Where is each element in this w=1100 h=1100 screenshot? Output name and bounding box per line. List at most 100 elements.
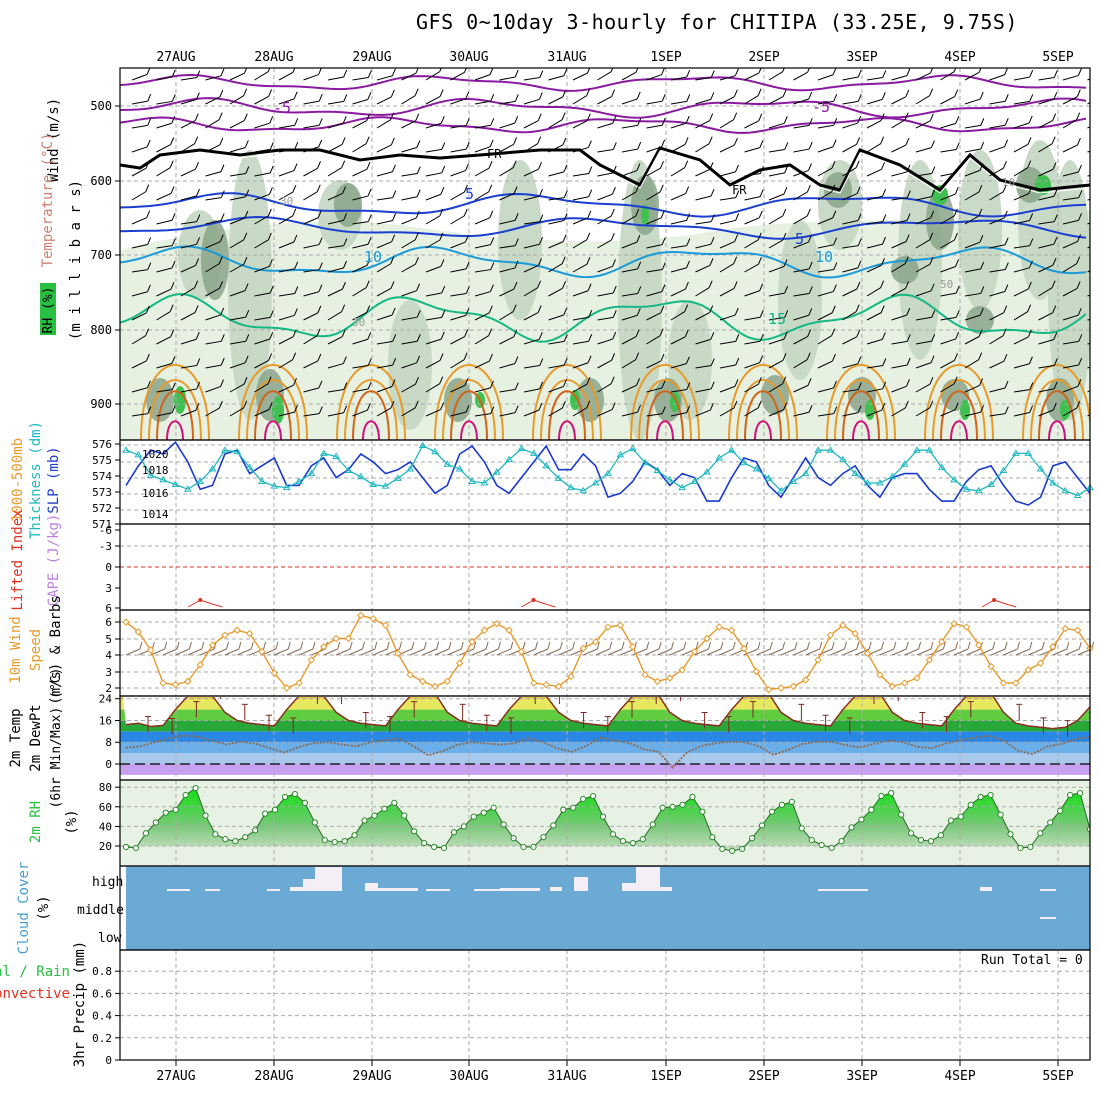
wind-barb-flag — [488, 353, 493, 362]
wind-barb — [548, 75, 565, 81]
wind-barb-flag — [513, 281, 518, 290]
wind-barb-flag — [392, 334, 397, 342]
wind-barb-flag — [367, 188, 372, 197]
wind-barb-flag — [561, 400, 566, 409]
wind-speed-point — [208, 641, 217, 649]
cloud-high-bar — [660, 887, 672, 891]
wind-barb — [866, 143, 881, 153]
wind-barb — [866, 243, 883, 249]
wind-barb-flag — [1041, 641, 1045, 650]
wind-barb-flag — [783, 402, 788, 410]
wind-barb — [989, 124, 1006, 129]
wind-barb — [719, 75, 736, 81]
tick-label: 900 — [90, 397, 112, 411]
wind-barb-flag — [464, 378, 469, 386]
contour-minus5b — [120, 116, 1087, 134]
wind-barb — [891, 263, 906, 273]
wind-barb — [597, 316, 614, 321]
wind-barb — [261, 648, 277, 656]
wind-barb — [964, 268, 981, 273]
thickness-point — [270, 482, 279, 489]
wind-barb — [450, 241, 466, 249]
contour-surface — [558, 420, 576, 440]
wind-barb-flag — [514, 115, 519, 124]
contour-surface — [148, 379, 202, 440]
wind-barb-flag — [343, 213, 348, 221]
wind-speed-point — [245, 629, 254, 638]
wind-barb-flag — [735, 213, 740, 221]
thickness-point — [937, 463, 946, 470]
ylabel-millibars: (m i l l i b a r s) — [68, 180, 84, 340]
wind-barb-flag — [146, 210, 151, 218]
wind-barb-flag — [686, 238, 691, 246]
wind-barb-flag — [196, 381, 201, 390]
wind-barb-flag — [390, 400, 395, 409]
wind-barb-flag — [979, 163, 984, 171]
wind-barb — [768, 96, 784, 105]
rh-point — [689, 793, 696, 801]
wind-speed-point — [740, 644, 748, 653]
wind-barb-flag — [1002, 160, 1007, 169]
wind-barb-flag — [843, 641, 847, 650]
wind-barb — [1013, 143, 1029, 153]
wind-barb-flag — [1029, 213, 1034, 221]
wind-barb-flag — [490, 406, 495, 414]
wind-barb-flag — [293, 91, 298, 100]
wind-barb-flag — [268, 89, 273, 97]
wind-barb — [964, 314, 981, 321]
thickness-point — [752, 464, 761, 472]
rh-point — [908, 830, 915, 837]
thickness-point — [567, 483, 575, 491]
date-label: 4SEP — [944, 1069, 975, 1084]
wind-barb-flag — [942, 641, 946, 650]
wind-barb-flag — [269, 310, 274, 318]
wind-barb — [842, 245, 859, 249]
wind-barb — [621, 71, 637, 81]
contour-surface — [140, 364, 210, 440]
wind-barb — [695, 338, 711, 345]
wind-barb — [156, 389, 173, 393]
thickness-point — [159, 475, 167, 483]
thickness-point — [579, 486, 588, 494]
contour-label-5: 5 — [795, 230, 804, 248]
wind-barb — [348, 648, 363, 656]
contour-surface — [932, 379, 986, 440]
rh-point — [1076, 789, 1084, 797]
wind-barb-flag — [904, 400, 909, 409]
wind-barb-flag — [709, 113, 714, 121]
contour-surface — [442, 379, 496, 440]
wind-barb-flag — [636, 163, 641, 171]
rh-point — [132, 844, 140, 852]
wind-barb-flag — [831, 353, 836, 362]
wind-barb-flag — [733, 112, 738, 120]
wind-barb — [621, 384, 637, 393]
wind-barb — [205, 364, 222, 369]
wind-barb-flag — [440, 116, 445, 124]
wind-barb-flag — [367, 358, 372, 366]
wind-barb — [817, 146, 834, 153]
wind-barb-flag — [808, 91, 813, 100]
thickness-point — [1049, 479, 1057, 486]
wind-barb — [548, 385, 564, 393]
wind-barb-flag — [931, 333, 936, 342]
tick-label: 6 — [105, 602, 112, 615]
wind-barb — [744, 217, 760, 225]
wind-barb-flag — [978, 352, 983, 360]
wind-barb — [401, 196, 418, 201]
wind-barb — [229, 217, 246, 225]
wind-barb — [229, 196, 246, 201]
wind-barb — [793, 241, 809, 249]
wind-barb-flag — [440, 331, 445, 340]
wind-barb-flag — [980, 261, 985, 270]
wind-barb — [940, 148, 957, 153]
wind-barb-flag — [1028, 115, 1033, 124]
rh-label-30: 30 — [352, 316, 365, 329]
wind-barb — [156, 412, 173, 417]
wind-speed-point — [752, 667, 761, 676]
wind-barb — [303, 191, 318, 201]
tick-label: 0.6 — [92, 987, 112, 1000]
rh-point — [351, 832, 358, 839]
thickness-point — [962, 485, 971, 492]
wind-barb — [989, 244, 1006, 249]
